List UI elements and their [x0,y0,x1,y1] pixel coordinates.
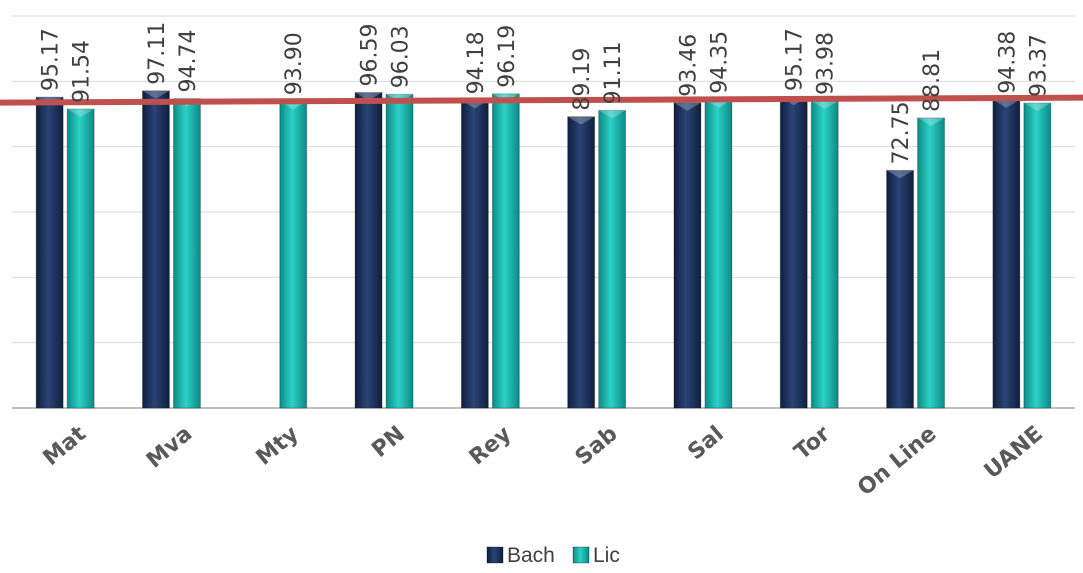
bar-bach [460,99,489,409]
data-label-bach: 72.75 [889,101,914,164]
bar-lic [598,109,627,409]
bar-lic [491,93,520,409]
bar-bach [567,116,596,409]
data-label-lic: 93.37 [1026,34,1051,97]
bar-bach [992,99,1021,409]
bar-bach [141,90,170,409]
bar-lic [385,93,414,409]
data-label-bach: 94.18 [464,31,489,94]
bar-bach [673,102,702,409]
bar-bach [779,96,808,409]
data-label-lic: 94.74 [176,30,201,93]
bar-bach [354,91,383,409]
data-label-lic: 91.11 [601,41,626,104]
category-label: UANE [980,421,1048,484]
legend-item-lic: Lic [572,544,620,567]
bar-lic [917,117,946,409]
data-label-bach: 95.17 [783,28,808,91]
category-label: On Line [853,421,941,501]
category-label: Tor [790,421,835,465]
bar-lic [810,100,839,409]
gridlines [12,15,1075,409]
bar-bach [35,96,64,409]
category-label: Sal [683,421,728,465]
data-label-bach: 93.46 [676,34,701,97]
legend-swatch [486,546,504,564]
bar-lic [66,108,95,409]
reference-line [0,94,1083,106]
legend-label: Bach [507,544,555,567]
data-label-lic: 93.98 [814,32,839,95]
category-label: Rey [465,421,516,470]
data-label-bach: 89.19 [570,48,595,111]
legend-label: Lic [593,544,620,567]
value-labels: 95.17 91.54 97.11 94.74 93.90 96.59 96.03 94.18… [39,22,1052,165]
category-label: Sab [571,421,623,470]
reference-line-group [0,94,1083,106]
data-label-bach: 95.17 [39,28,64,91]
data-label-bach: 94.38 [995,31,1020,94]
bar-lic [279,100,308,409]
data-label-lic: 91.54 [70,40,95,103]
category-label: PN [367,421,410,462]
data-label-bach: 96.59 [358,23,383,86]
data-label-lic: 96.03 [389,25,414,88]
category-label: Mva [142,421,197,473]
bar-lic [704,99,733,409]
legend: Bach Lic [486,544,620,567]
data-label-lic: 96.19 [495,25,520,88]
data-label-lic: 88.81 [920,49,945,112]
category-label: Mat [39,421,92,471]
bars [35,90,1052,409]
bar-bach [886,169,915,409]
bar-lic [172,98,201,409]
data-label-lic: 94.35 [707,31,732,94]
bar-lic [1023,102,1052,409]
legend-swatch [572,546,590,564]
data-label-lic: 93.90 [282,32,307,95]
legend-item-bach: Bach [486,544,555,567]
category-labels: Mat Mva Mty PN Rey Sab Sal Tor On Line UANE [39,421,1048,501]
data-label-bach: 97.11 [145,22,170,85]
category-label: Mty [252,421,304,470]
